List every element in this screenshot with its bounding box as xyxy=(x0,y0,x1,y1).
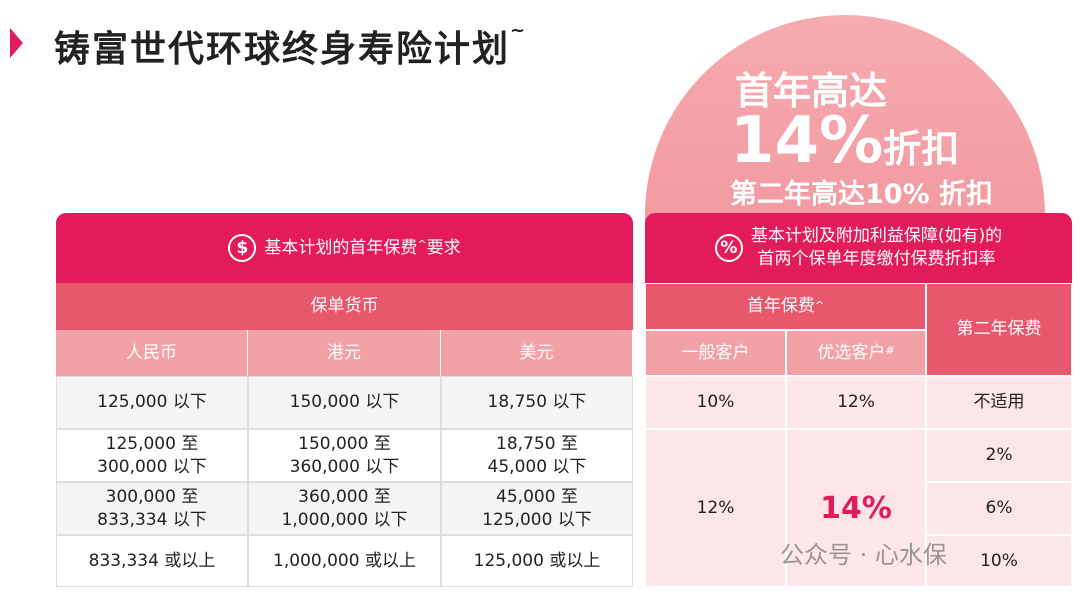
table-cell: 125,000 以下 xyxy=(56,376,248,429)
cell-text: 10% xyxy=(696,392,735,412)
page-title: 铸富世代环球终身寿险计划~ xyxy=(54,20,527,72)
left-header: $ 基本计划的首年保费 ^ 要求 xyxy=(56,213,633,283)
promo-line3: 第二年高达10% 折扣 xyxy=(730,179,994,210)
column-header: 优选客户 # xyxy=(786,330,926,376)
cell-text: 833,334 以下 xyxy=(97,509,207,530)
icon: % xyxy=(714,234,743,262)
cell-text: 18,750 至 xyxy=(496,433,578,454)
table-cell: 10% xyxy=(645,376,786,429)
cell-text: 6% xyxy=(985,498,1013,518)
table-cell: 10% xyxy=(926,535,1072,587)
promo-percent: 14% xyxy=(730,104,884,178)
table-cell: 不适用 xyxy=(926,376,1072,429)
cell-text: 1,000,000 以下 xyxy=(281,509,408,530)
promo-line1: 首年高达 xyxy=(735,69,888,113)
table-cell: 6% xyxy=(926,482,1072,535)
table-cell: 14% xyxy=(786,429,926,587)
cell-text: 360,000 至 xyxy=(298,486,391,507)
header-text: 首两个保单年度缴付保费折扣率 xyxy=(757,249,996,269)
cell-text: 45,000 以下 xyxy=(487,456,587,477)
column-text: 优选客户 xyxy=(817,342,886,363)
cell-text: 125,000 或以上 xyxy=(473,550,601,571)
first-year-header: 首年保费 ^ xyxy=(645,283,926,330)
table-cell: 1,000,000 或以上 xyxy=(248,535,441,587)
cell-text: 150,000 以下 xyxy=(289,392,400,412)
table-cell: 150,000 至 360,000 以下 xyxy=(248,429,441,482)
column-mark: # xyxy=(885,344,895,357)
cell-text: 125,000 以下 xyxy=(97,392,207,412)
table-cell: 18,750 以下 xyxy=(441,376,633,429)
table-cell: 12% xyxy=(786,376,926,429)
cell-text: 150,000 至 xyxy=(298,433,391,454)
column-header: 一般客户 xyxy=(645,330,786,376)
table-cell: 300,000 至 833,334 以下 xyxy=(56,482,248,535)
header-text: 基本计划及附加利益保障(如有)的 xyxy=(750,226,1003,246)
table-cell: 45,000 至 125,000 以下 xyxy=(441,482,633,535)
table-cell: 833,334 或以上 xyxy=(56,535,248,587)
title-marker xyxy=(10,28,23,58)
table-cell: 125,000 或以上 xyxy=(441,535,633,587)
cell-text: 10% xyxy=(980,550,1018,571)
table-cell: 150,000 以下 xyxy=(248,376,441,429)
header-mark: ^ xyxy=(417,238,427,251)
header-mark: ^ xyxy=(814,299,825,312)
table-cell: 125,000 至 300,000 以下 xyxy=(56,429,248,482)
cell-text: 360,000 以下 xyxy=(289,456,400,477)
column-header: 美元 xyxy=(441,330,633,376)
cell-text: 2% xyxy=(985,445,1013,465)
cell-text: 12% xyxy=(696,497,735,518)
cell-text: 125,000 以下 xyxy=(482,509,592,530)
column-text: 一般客户 xyxy=(681,342,750,363)
title-text: 铸富世代环球终身寿险计划 xyxy=(54,29,511,70)
cell-text: 不适用 xyxy=(973,392,1025,412)
column-text: 美元 xyxy=(519,342,554,363)
cell-text: 833,334 或以上 xyxy=(88,550,216,571)
column-header: 港元 xyxy=(248,330,441,376)
cell-text: 45,000 至 xyxy=(496,486,578,507)
group-text: 保单货币 xyxy=(310,296,379,316)
title-mark: ~ xyxy=(510,20,528,41)
cell-text: 1,000,000 或以上 xyxy=(273,550,416,571)
promo-suffix: 折扣 xyxy=(883,127,960,171)
header-text: 基本计划的首年保费 xyxy=(264,237,418,258)
icon: $ xyxy=(228,234,257,262)
cell-text: 300,000 以下 xyxy=(97,456,207,477)
column-text: 人民币 xyxy=(126,342,177,363)
cell-text: 300,000 至 xyxy=(105,486,199,507)
header-text: 第二年保费 xyxy=(956,319,1042,339)
cell-text: 18,750 以下 xyxy=(487,392,587,412)
watermark: 公众号 · 心水保 xyxy=(780,541,947,569)
column-text: 港元 xyxy=(327,342,361,363)
promo-big: 14%折扣 xyxy=(730,104,959,178)
right-header: % 基本计划及附加利益保障(如有)的 首两个保单年度缴付保费折扣率 xyxy=(645,213,1072,283)
header-lines: 基本计划及附加利益保障(如有)的 首两个保单年度缴付保费折扣率 xyxy=(751,225,1002,271)
table-cell: 18,750 至 45,000 以下 xyxy=(441,429,633,482)
highlight-rate: 14% xyxy=(820,490,892,526)
table-cell: 12% xyxy=(645,429,786,587)
table-cell: 2% xyxy=(926,429,1072,482)
second-year-header: 第二年保费 xyxy=(926,283,1072,376)
column-header: 人民币 xyxy=(56,330,248,376)
table-cell: 360,000 至 1,000,000 以下 xyxy=(248,482,441,535)
cell-text: 12% xyxy=(837,392,875,412)
cell-text: 125,000 至 xyxy=(105,433,199,454)
group-header: 保单货币 xyxy=(56,283,633,330)
header-text: 首年保费 xyxy=(746,296,815,316)
header-text: 要求 xyxy=(426,237,461,258)
